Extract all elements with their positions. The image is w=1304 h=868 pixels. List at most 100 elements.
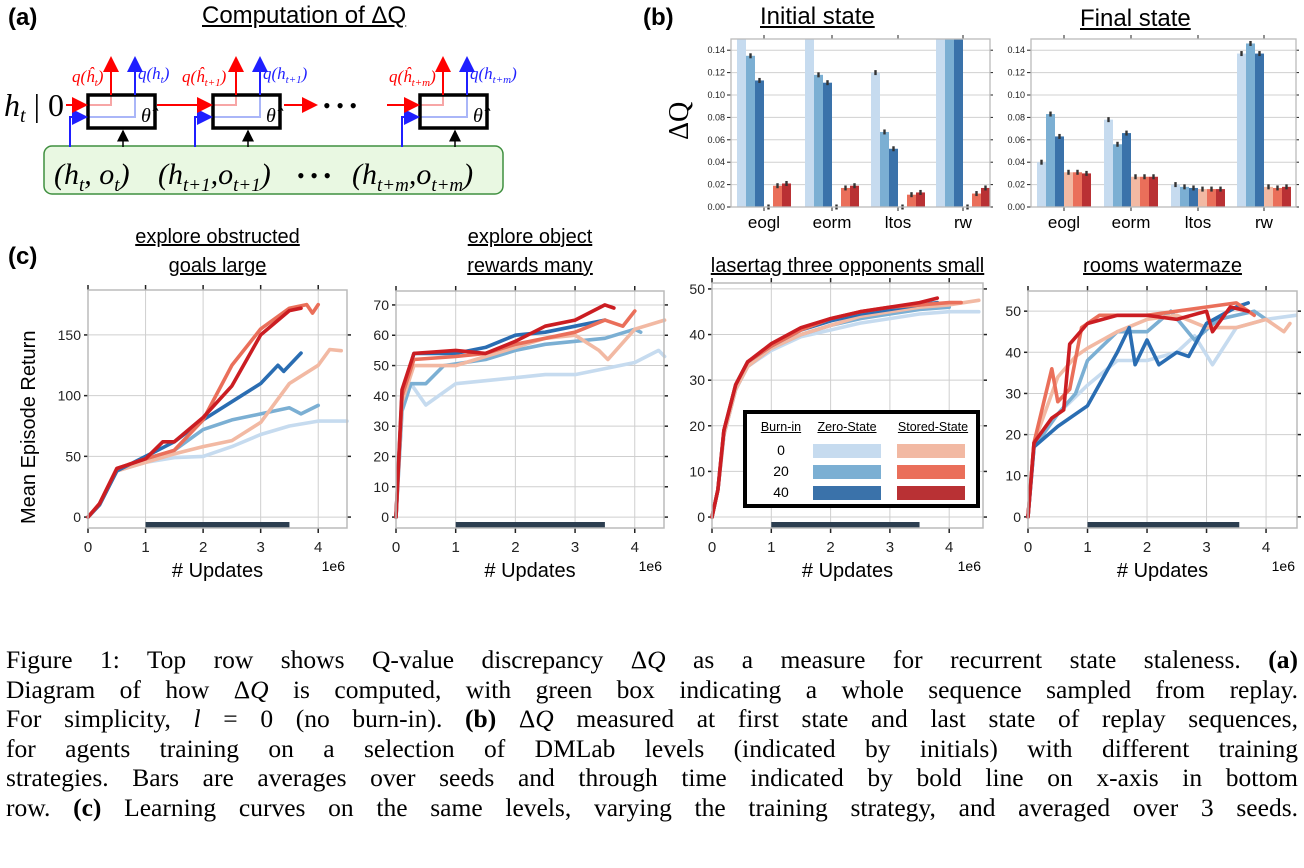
y-tick-label: 0.12 bbox=[707, 68, 725, 78]
y-tick-label: 40 bbox=[373, 388, 389, 404]
x-axis-label: # Updates bbox=[172, 560, 263, 582]
legend-burn-in-value: 40 bbox=[773, 484, 789, 500]
error-bar bbox=[984, 185, 987, 191]
caption-text: Q bbox=[535, 704, 554, 734]
x-axis-label: # Updates bbox=[484, 560, 575, 582]
error-bar bbox=[892, 146, 895, 152]
bar-ltos-zero_20 bbox=[880, 131, 889, 207]
y-tick-label: 30 bbox=[373, 418, 389, 434]
chart-title-line: goals large bbox=[168, 255, 267, 277]
y-tick-label: 20 bbox=[373, 448, 389, 464]
bar-ltos-stored_20 bbox=[907, 194, 916, 207]
error-bar bbox=[1258, 51, 1261, 57]
plot-frame bbox=[730, 38, 991, 208]
category-label: eogl bbox=[748, 213, 780, 232]
error-bar bbox=[1040, 159, 1043, 165]
category-label: eorm bbox=[813, 213, 852, 232]
panel-b-label: (b) bbox=[643, 4, 674, 31]
caption-text: measured at first state and last state o… bbox=[553, 704, 1298, 734]
bar-eorm-zero_40 bbox=[1122, 133, 1131, 207]
bar-rw-zero_20 bbox=[1246, 43, 1255, 208]
x-tick-label: 1 bbox=[141, 539, 149, 556]
y-tick-label: 40 bbox=[1005, 344, 1021, 360]
y-tick-label: 0.10 bbox=[1007, 90, 1025, 100]
initial-state-label: ht | 0 bbox=[4, 87, 64, 127]
error-bar bbox=[826, 80, 829, 86]
error-bar bbox=[776, 183, 779, 189]
error-bar bbox=[758, 77, 761, 83]
ellipsis-dots: • • • bbox=[323, 93, 357, 118]
chart-title: rooms watermaze bbox=[963, 252, 1304, 281]
stored-state-arrow bbox=[69, 109, 88, 147]
bar-ltos-zero_20 bbox=[1180, 186, 1189, 207]
y-tick-label: 20 bbox=[1005, 427, 1021, 443]
error-bar bbox=[1049, 111, 1052, 117]
caption-text: (b) bbox=[465, 704, 497, 734]
error-bar bbox=[910, 192, 913, 198]
y-tick-label: 0.04 bbox=[707, 157, 725, 167]
bar-rw-zero_0 bbox=[1237, 53, 1246, 208]
caption-text: for agents training on a selection of DM… bbox=[6, 733, 1298, 763]
y-tick-label: 0.14 bbox=[1007, 45, 1025, 55]
averaging-window-bar bbox=[455, 522, 605, 528]
y-tick-label: 0.10 bbox=[707, 90, 725, 100]
category-label: rw bbox=[954, 213, 973, 232]
curve-stored_40 bbox=[1026, 305, 1250, 519]
curve-stored_40 bbox=[86, 306, 303, 519]
y-tick-label: 10 bbox=[373, 479, 389, 495]
x-tick-label: 3 bbox=[886, 539, 894, 556]
chart-title-line: explore obstructed bbox=[135, 226, 300, 248]
panel-a-title: Computation of ΔQ bbox=[202, 2, 407, 29]
x-scale-label: 1e6 bbox=[1272, 558, 1296, 574]
curve-zero_20 bbox=[394, 327, 643, 519]
category-label: eogl bbox=[1048, 213, 1080, 232]
y-tick-label: 50 bbox=[373, 358, 389, 374]
bar-eogl-zero_40 bbox=[755, 80, 764, 207]
panel-c-label: (c) bbox=[8, 243, 38, 270]
legend-swatch-zero-0 bbox=[813, 444, 881, 458]
error-bar bbox=[853, 183, 856, 189]
chart-4: 0 10 20 30 40 50 0 1 2 3 4 # Updates 1e6 bbox=[689, 278, 987, 582]
legend-swatch-zero-20 bbox=[813, 465, 881, 479]
error-bar bbox=[874, 70, 877, 76]
x-tick-label: 2 bbox=[826, 539, 834, 556]
bar-rw-zero_40 bbox=[1255, 53, 1264, 208]
caption-text: Δ bbox=[496, 704, 536, 734]
x-tick-label: 4 bbox=[631, 539, 639, 556]
legend-swatch-stored-20 bbox=[897, 465, 965, 479]
y-tick-label: 0.08 bbox=[1007, 112, 1025, 122]
x-tick-label: 3 bbox=[571, 539, 579, 556]
chart-title: lasertag three opponents small bbox=[648, 252, 1048, 281]
error-bar bbox=[749, 53, 752, 59]
y-tick-label: 0.06 bbox=[1007, 135, 1025, 145]
y-tick-label: 30 bbox=[1005, 385, 1021, 401]
caption-text: row. bbox=[6, 792, 74, 822]
bar-eorm-stored_0 bbox=[1131, 176, 1140, 207]
bar-eorm-zero_20 bbox=[1113, 144, 1122, 207]
caption-text: Figure 1: Top row shows Q-value discrepa… bbox=[6, 645, 631, 674]
y-tick-label: 70 bbox=[373, 297, 389, 313]
curve-stored_0 bbox=[394, 318, 667, 519]
y-tick-label: 0 bbox=[697, 509, 705, 525]
legend-header: Burn-in bbox=[760, 420, 802, 434]
bar-rw-zero_0 bbox=[936, 39, 945, 207]
x-axis-label: # Updates bbox=[802, 560, 893, 582]
bar-rw-stored_0 bbox=[1264, 186, 1273, 207]
error-bar bbox=[1174, 182, 1177, 188]
legend-burn-in-value: 0 bbox=[777, 442, 785, 458]
x-tick-label: 0 bbox=[708, 539, 716, 556]
error-bar bbox=[975, 191, 978, 197]
bar-rw-zero_40 bbox=[954, 39, 963, 207]
caption-text: Learning curves on the same levels, vary… bbox=[101, 792, 1298, 822]
bar-eogl-stored_0 bbox=[1064, 172, 1073, 207]
error-bar bbox=[1201, 186, 1204, 192]
x-tick-label: 4 bbox=[945, 539, 953, 556]
caption-text: (a) bbox=[1268, 645, 1298, 674]
y-tick-label: 0.12 bbox=[1007, 68, 1025, 78]
legend-swatch-stored-40 bbox=[897, 486, 965, 500]
final-state-title: Final state bbox=[1080, 5, 1191, 32]
averaging-window-bar bbox=[1087, 522, 1240, 528]
caption-line: row. (c) Learning curves on the same lev… bbox=[6, 793, 1298, 823]
category-label: ltos bbox=[885, 213, 911, 232]
averaging-window-bar bbox=[771, 522, 920, 528]
